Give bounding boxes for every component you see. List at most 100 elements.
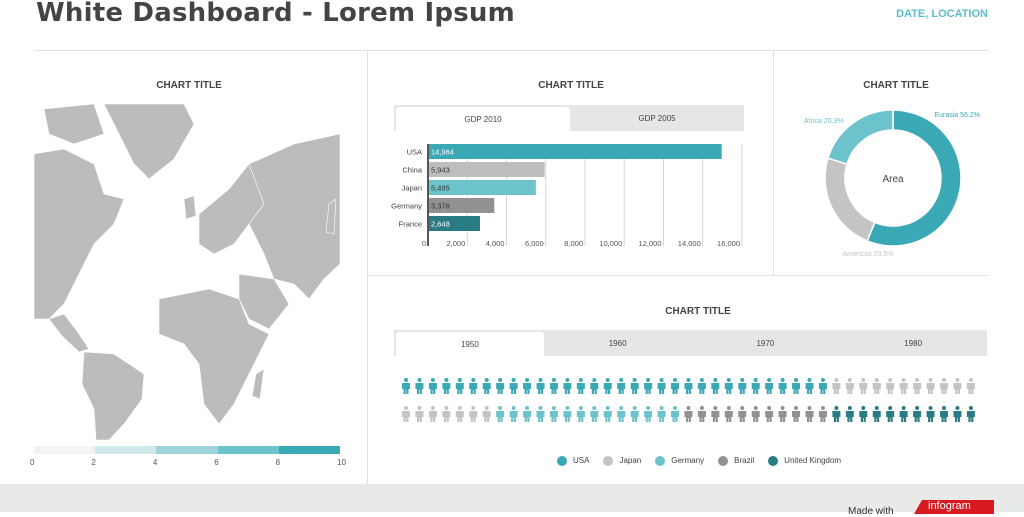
legend-item[interactable]: Brazil (718, 456, 754, 466)
scale-segment (217, 446, 279, 454)
person-icon (926, 406, 935, 422)
person-icon (644, 378, 653, 394)
tab-1980[interactable]: 1980 (904, 338, 923, 348)
person-icon (832, 406, 841, 422)
legend-label: USA (573, 456, 590, 466)
person-icon (549, 406, 558, 422)
tab-gdp-2005[interactable]: GDP 2005 (638, 113, 676, 123)
pictogram-legend: USA Japan Germany Brazil United Kingdom (557, 456, 841, 466)
x-tick-label: 16,000 (717, 239, 740, 248)
tab-gdp-2010[interactable]: GDP 2010 (396, 107, 570, 131)
donut-slice[interactable] (866, 109, 962, 247)
person-icon (469, 406, 478, 422)
person-icon (711, 406, 720, 422)
person-icon (859, 406, 868, 422)
map-asia (248, 133, 340, 300)
person-icon (482, 406, 491, 422)
person-icon (455, 378, 464, 394)
x-tick-label: 14,000 (678, 239, 701, 248)
bar-tabs: GDP 2010 GDP 2005 (394, 105, 744, 131)
person-icon (509, 378, 518, 394)
map-canada-islands (43, 104, 105, 145)
person-icon (603, 378, 612, 394)
person-icon (711, 378, 720, 394)
person-icon (509, 406, 518, 422)
gdp-bar-chart: 0 2,000 4,000 6,000 8,000 10,000 12,000 14,000 1… (391, 144, 743, 248)
scale-label: 10 (337, 458, 346, 467)
divider (773, 50, 774, 275)
person-icon (590, 406, 599, 422)
value-label: 5,495 (431, 184, 450, 193)
person-icon (765, 406, 774, 422)
person-icon (697, 406, 706, 422)
person-icon (913, 406, 922, 422)
bar-germany[interactable] (429, 198, 495, 213)
category-label: Japan (402, 184, 422, 193)
donut-slice[interactable] (824, 157, 876, 242)
person-icon (684, 406, 693, 422)
person-icon (818, 378, 827, 394)
person-icon (415, 406, 424, 422)
person-icon (428, 406, 437, 422)
person-icon (442, 406, 451, 422)
person-icon (886, 406, 895, 422)
world-map[interactable] (34, 104, 340, 440)
scale-segment (156, 446, 218, 454)
person-icon (953, 406, 962, 422)
x-tick-label: 4,000 (486, 239, 505, 248)
person-icon (630, 406, 639, 422)
person-icon (832, 378, 841, 394)
person-icon (792, 378, 801, 394)
person-icon (953, 378, 962, 394)
legend-item[interactable]: Germany (655, 456, 704, 466)
bar-france[interactable] (429, 216, 480, 231)
year-tabs: 1950 1960 1970 1980 (394, 330, 987, 356)
person-icon (469, 378, 478, 394)
map-greenland (103, 104, 195, 180)
legend-dot-icon (655, 456, 666, 466)
scale-label: 6 (214, 458, 219, 467)
person-icon (805, 406, 814, 422)
category-label: France (399, 220, 422, 229)
person-icon (657, 378, 666, 394)
person-icon (818, 406, 827, 422)
person-icon (536, 378, 545, 394)
person-icon (966, 406, 975, 422)
person-icon (657, 406, 666, 422)
bar-usa[interactable] (429, 144, 722, 159)
person-icon (671, 378, 679, 394)
legend-item[interactable]: Japan (603, 456, 641, 466)
person-icon (496, 406, 505, 422)
map-japan (325, 198, 337, 235)
bar-china[interactable] (429, 162, 545, 177)
donut-slice[interactable] (827, 109, 894, 165)
donut-chart-title: CHART TITLE (863, 80, 929, 91)
map-middle-east (238, 273, 290, 330)
bar-japan[interactable] (429, 180, 536, 195)
tab-1970[interactable]: 1970 (756, 338, 775, 348)
area-donut-chart: Eurasia 56.2% Americas 23.5% Africa 20.3% A… (804, 109, 980, 258)
person-icon (859, 378, 868, 394)
person-icon (549, 378, 558, 394)
tab-1960[interactable]: 1960 (608, 338, 627, 348)
scale-label: 4 (152, 458, 158, 467)
map-south-america (81, 351, 145, 440)
x-tick-label: 6,000 (525, 239, 544, 248)
map-color-scale (34, 446, 341, 454)
legend-item[interactable]: United Kingdom (768, 456, 841, 466)
legend-item[interactable]: USA (557, 456, 589, 466)
person-icon (697, 378, 706, 394)
person-icon (563, 378, 572, 394)
map-scale-labels: 0 2 4 6 8 10 (30, 458, 346, 467)
person-icon (845, 378, 854, 394)
scale-label: 2 (91, 458, 96, 467)
slice-label: Eurasia 56.2% (934, 112, 980, 119)
scale-segment (34, 446, 96, 454)
person-icon (845, 406, 854, 422)
tab-1950[interactable]: 1950 (396, 332, 544, 356)
map-title: CHART TITLE (156, 80, 222, 91)
map-uk (183, 195, 197, 220)
infogram-logo[interactable]: infogram (914, 500, 994, 514)
person-icon (617, 406, 626, 422)
person-icon (563, 406, 572, 422)
